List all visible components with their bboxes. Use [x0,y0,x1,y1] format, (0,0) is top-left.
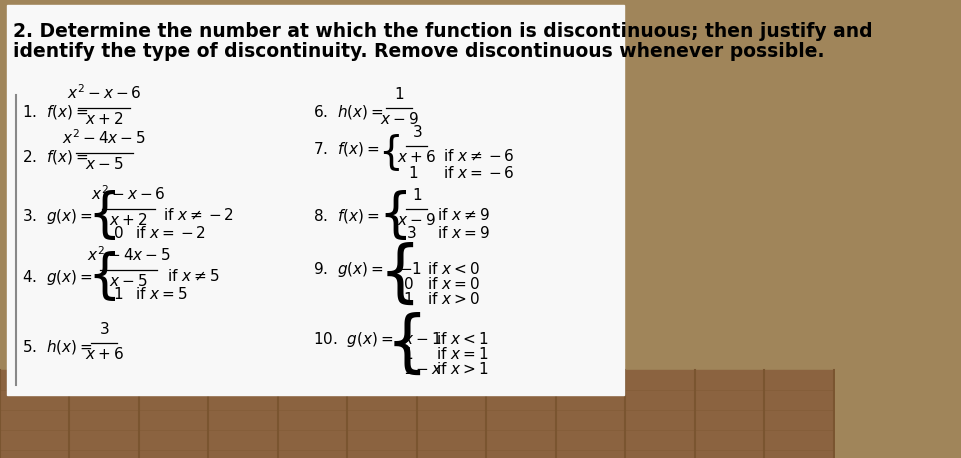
Text: $1$: $1$ [403,291,413,307]
Text: if $x \neq 9$: if $x \neq 9$ [437,207,489,223]
Text: $3$: $3$ [407,225,417,241]
Text: identify the type of discontinuity. Remove discontinuous whenever possible.: identify the type of discontinuity. Remo… [13,42,825,61]
Text: 7.  $f(x)=$: 7. $f(x)=$ [312,140,380,158]
Text: $\{$: $\{$ [378,188,407,242]
Text: $x-1$: $x-1$ [403,331,441,347]
Text: $0$: $0$ [403,276,413,292]
Text: $x - 9$: $x - 9$ [398,212,436,228]
Text: $x + 2$: $x + 2$ [86,111,123,127]
Text: $x^2 - 4x - 5$: $x^2 - 4x - 5$ [86,245,170,264]
Text: $x + 2$: $x + 2$ [110,212,148,228]
Text: $-1$: $-1$ [400,261,423,277]
Text: $x - 9$: $x - 9$ [381,111,419,127]
Text: if $x < 0$: if $x < 0$ [428,261,480,277]
Text: $\{$: $\{$ [384,312,421,378]
Text: $x - 5$: $x - 5$ [85,156,123,172]
Text: $3$: $3$ [411,124,422,140]
Bar [0,370,834,458]
Text: 5.  $h(x)=$: 5. $h(x)=$ [22,338,92,356]
Text: $1$: $1$ [394,86,405,102]
Text: $3$: $3$ [99,321,110,337]
Text: 10.  $g(x)=$: 10. $g(x)=$ [312,330,393,349]
Text: $\{$: $\{$ [86,188,116,242]
Text: $x - 5$: $x - 5$ [110,273,148,289]
Text: $\{$: $\{$ [86,249,116,303]
Text: if $x = 5$: if $x = 5$ [135,286,187,302]
Text: $1-x$: $1-x$ [403,361,442,377]
Text: $x^2 - 4x - 5$: $x^2 - 4x - 5$ [62,128,146,147]
Text: 2. Determine the number at which the function is discontinuous; then justify and: 2. Determine the number at which the fun… [13,22,873,41]
Text: if $x = -6$: if $x = -6$ [443,165,514,181]
Bar [7,5,624,395]
Text: if $x > 1$: if $x > 1$ [436,361,488,377]
Text: if $x = -2$: if $x = -2$ [135,225,206,241]
Text: $x^2 - x - 6$: $x^2 - x - 6$ [91,184,166,203]
Text: $x^2 - x - 6$: $x^2 - x - 6$ [67,83,141,102]
Text: if $x = 1$: if $x = 1$ [436,346,488,362]
Text: 6.  $h(x)=$: 6. $h(x)=$ [312,103,383,121]
Text: $1$: $1$ [112,286,123,302]
Text: if $x > 0$: if $x > 0$ [428,291,480,307]
Text: $1$: $1$ [408,165,418,181]
Text: $x + 6$: $x + 6$ [398,149,436,165]
Text: 8.  $f(x)=$: 8. $f(x)=$ [312,207,380,225]
Text: $1$: $1$ [411,187,422,203]
Text: $0$: $0$ [112,225,124,241]
Text: 9.  $g(x)=$: 9. $g(x)=$ [312,260,383,279]
Text: $\{$: $\{$ [378,132,400,174]
Text: 4.  $g(x)=$: 4. $g(x)=$ [22,268,92,287]
Text: if $x = 9$: if $x = 9$ [437,225,489,241]
Text: $1$: $1$ [403,346,413,362]
Text: if $x \neq -6$: if $x \neq -6$ [443,148,514,164]
Text: 3.  $g(x)=$: 3. $g(x)=$ [22,207,92,226]
Text: if $x = 0$: if $x = 0$ [428,276,480,292]
Text: $x + 6$: $x + 6$ [85,346,124,362]
Text: if $x \neq -2$: if $x \neq -2$ [163,207,234,223]
Text: 1.  $f(x)=$: 1. $f(x)=$ [22,103,88,121]
Text: $\{$: $\{$ [378,242,414,308]
Text: 2.  $f(x)=$: 2. $f(x)=$ [22,148,88,166]
Text: if $x < 1$: if $x < 1$ [436,331,488,347]
Text: if $x \neq 5$: if $x \neq 5$ [166,268,219,284]
